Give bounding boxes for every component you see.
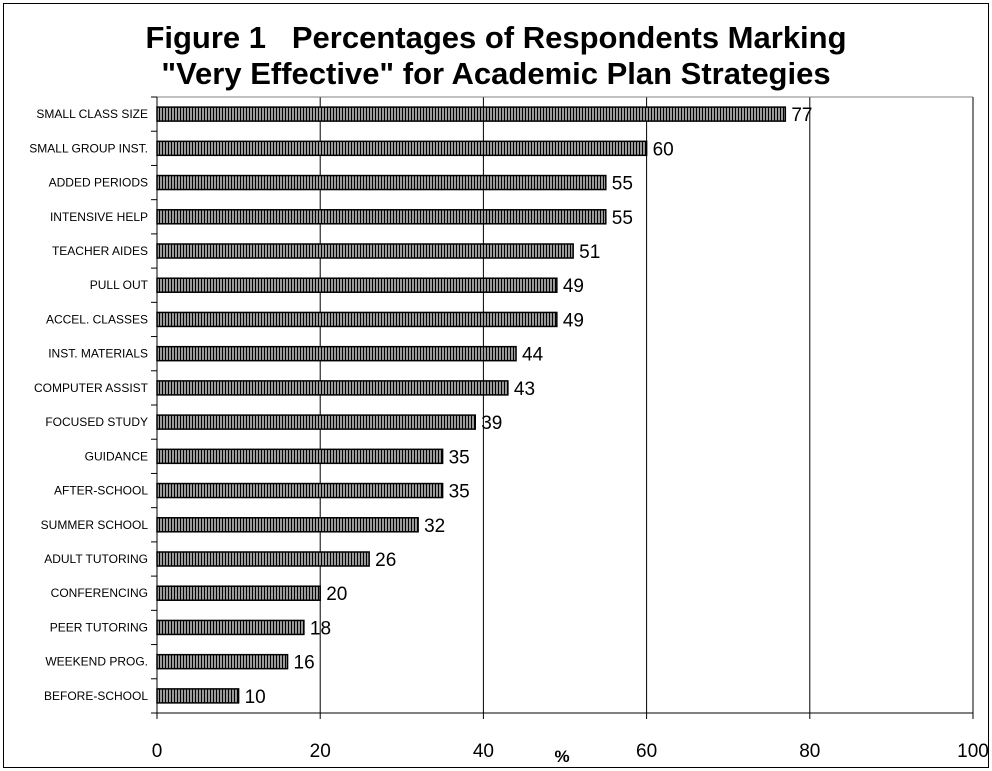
data-label-14: 26 [375, 550, 396, 571]
category-label-18: BEFORE-SCHOOL [44, 689, 148, 703]
data-label-3: 55 [612, 174, 633, 195]
data-label-12: 35 [449, 482, 470, 503]
bar-17 [156, 653, 289, 670]
x-tick-label-40: 40 [473, 741, 494, 762]
data-label-9: 43 [514, 379, 535, 400]
x-axis-title: % [554, 747, 569, 766]
bar-15 [156, 585, 321, 601]
data-label-4: 55 [612, 208, 633, 229]
category-label-17: WEEKEND PROG. [45, 655, 148, 669]
category-label-15: CONFERENCING [51, 586, 148, 600]
category-label-10: FOCUSED STUDY [45, 415, 148, 429]
bar-13 [156, 517, 419, 533]
category-label-12: AFTER-SCHOOL [54, 484, 148, 498]
category-label-9: COMPUTER ASSIST [34, 381, 149, 395]
data-label-13: 32 [424, 516, 445, 537]
x-tick-label-20: 20 [310, 741, 331, 762]
x-tick-label-80: 80 [799, 741, 820, 762]
bar-2 [156, 140, 648, 157]
data-label-2: 60 [653, 139, 674, 160]
data-label-1: 77 [791, 105, 812, 126]
chart-title-line-2: "Very Effective" for Academic Plan Strat… [161, 56, 831, 91]
bar-1 [156, 106, 787, 122]
data-label-11: 35 [449, 447, 470, 468]
bar-4 [156, 209, 607, 225]
bar-8 [156, 345, 517, 362]
category-label-11: GUIDANCE [85, 449, 148, 463]
x-tick-label-0: 0 [152, 741, 163, 762]
x-tick-label-100: 100 [957, 741, 989, 762]
category-label-6: PULL OUT [90, 278, 149, 292]
bar-14 [156, 551, 370, 567]
data-label-17: 16 [294, 653, 315, 674]
bar-12 [156, 482, 444, 499]
category-label-7: ACCEL. CLASSES [46, 312, 148, 326]
category-label-13: SUMMER SCHOOL [41, 518, 149, 532]
data-label-5: 51 [579, 242, 600, 263]
bar-6 [156, 277, 558, 293]
bar-16 [156, 619, 305, 636]
category-label-5: TEACHER AIDES [52, 244, 148, 258]
data-label-18: 10 [245, 687, 266, 708]
category-label-14: ADULT TUTORING [44, 552, 148, 566]
plot-area: 0 20 40 60 80 100% SMALL CLASS SIZE 77 SMALL GRO… [29, 96, 989, 766]
bar-7 [156, 311, 558, 328]
category-label-2: SMALL GROUP INST. [29, 141, 148, 155]
chart-title-line-1: Figure 1 Percentages of Respondents Mark… [145, 20, 847, 55]
category-label-8: INST. MATERIALS [48, 347, 148, 361]
category-label-4: INTENSIVE HELP [50, 210, 148, 224]
chart-title: Figure 1 Percentages of Respondents Mark… [0, 20, 992, 92]
x-tick-label-60: 60 [636, 741, 657, 762]
category-label-1: SMALL CLASS SIZE [36, 107, 148, 121]
bar-10 [156, 414, 476, 430]
data-label-10: 39 [481, 413, 502, 434]
category-label-3: ADDED PERIODS [49, 176, 148, 190]
category-label-16: PEER TUTORING [50, 620, 148, 634]
bar-9 [156, 380, 509, 396]
data-label-15: 20 [326, 584, 347, 605]
bar-18 [156, 688, 240, 704]
data-label-16: 18 [310, 618, 331, 639]
data-label-8: 44 [522, 345, 544, 366]
data-label-7: 49 [563, 310, 584, 331]
data-label-6: 49 [563, 276, 584, 297]
bar-3 [156, 174, 607, 191]
bar-11 [156, 448, 444, 465]
bar-5 [156, 243, 574, 259]
